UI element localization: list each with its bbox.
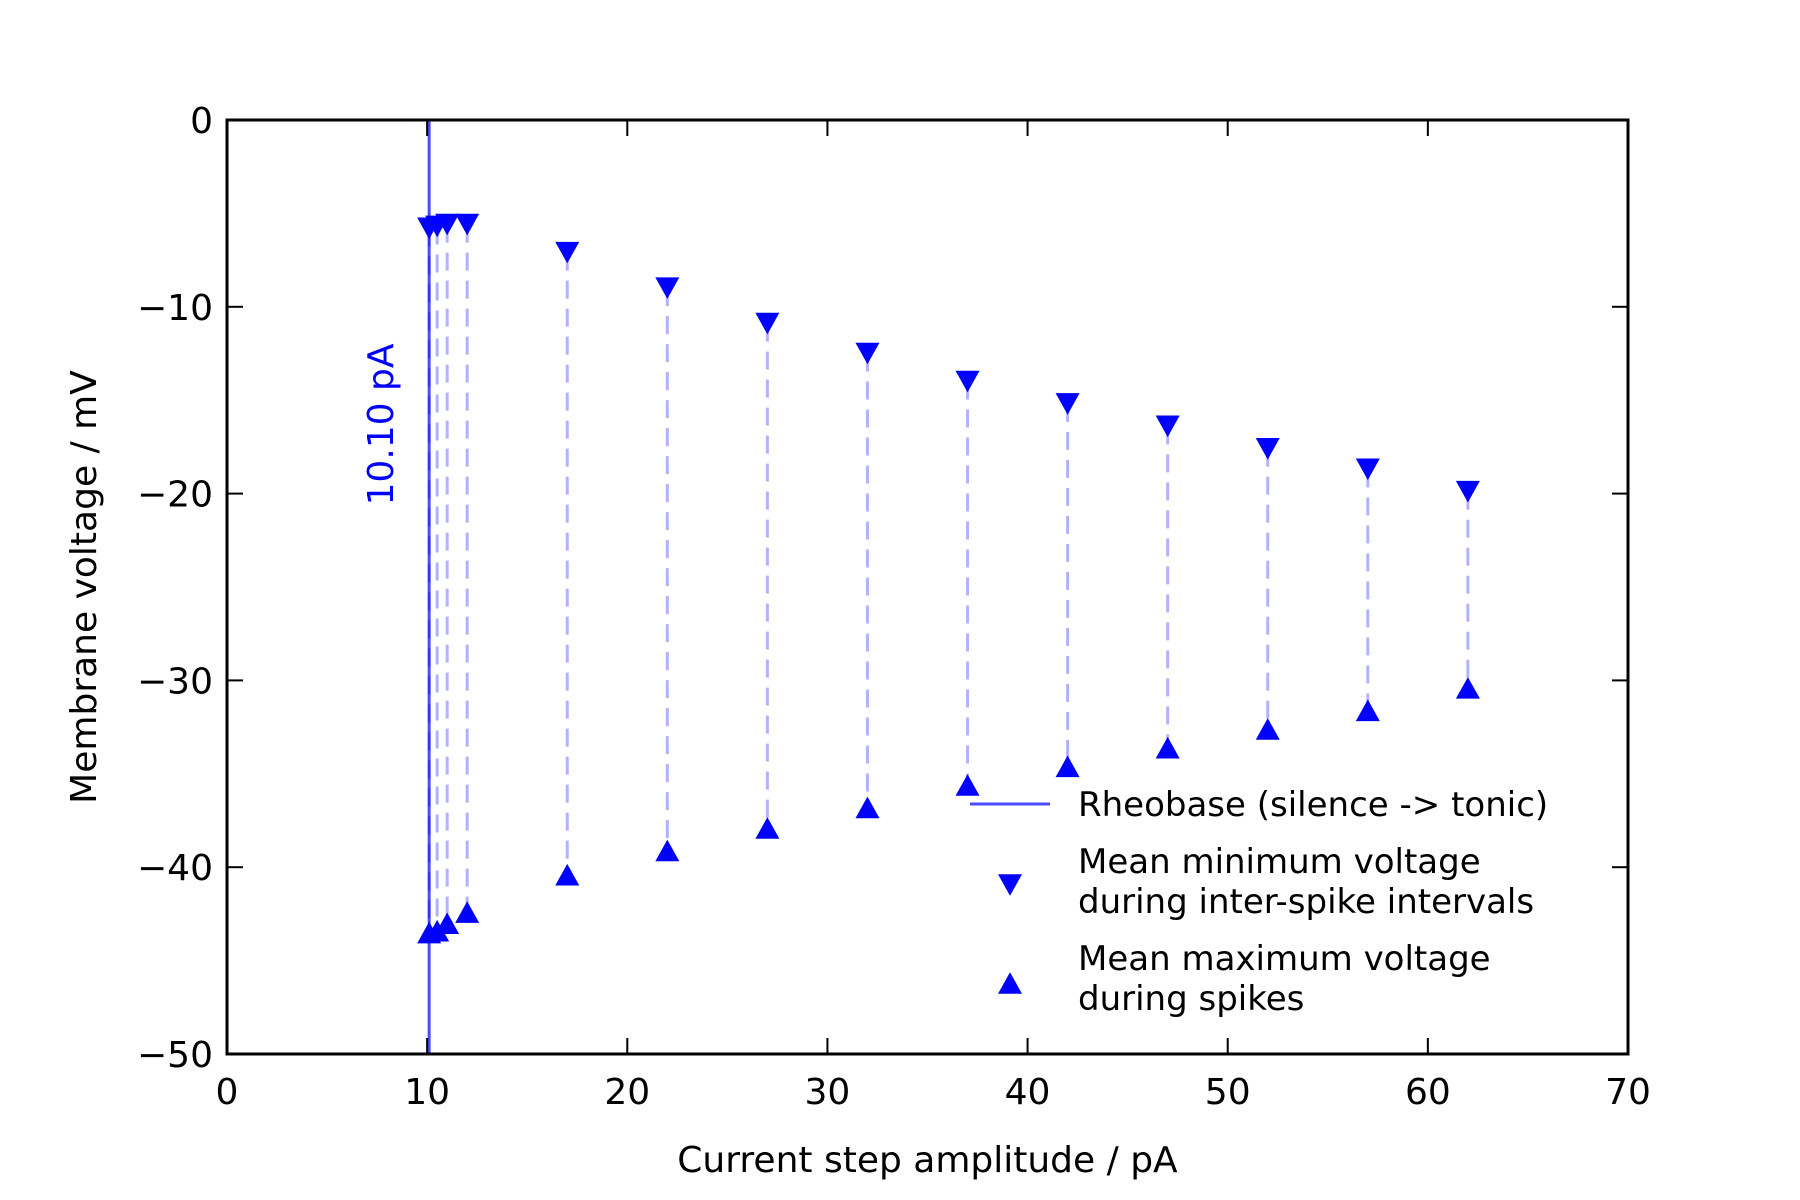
max-voltage-point xyxy=(555,863,580,886)
x-axis-label: Current step amplitude / pA xyxy=(677,1140,1178,1181)
max-voltage-point xyxy=(655,839,680,862)
y-tick-label: 0 xyxy=(190,101,213,142)
max-voltage-point xyxy=(1455,677,1480,699)
plot-frame xyxy=(225,118,1630,1056)
y-tick-label: −50 xyxy=(137,1035,213,1076)
x-tick-label: 50 xyxy=(1205,1072,1251,1113)
markers xyxy=(417,213,1480,944)
legend-min-label: Mean minimum voltage during inter-spike i… xyxy=(1078,842,1534,922)
max-voltage-point xyxy=(755,817,780,839)
max-voltage-point xyxy=(955,774,980,796)
y-axis-label: Membrane voltage / mV xyxy=(64,370,105,804)
x-tick-label: 70 xyxy=(1605,1072,1651,1113)
legend-max-label-line: during spikes xyxy=(1078,979,1304,1019)
legend-rheobase-label: Rheobase (silence -> tonic) xyxy=(1078,785,1548,825)
min-voltage-point xyxy=(1255,437,1280,460)
legend-min-label-line: during inter-spike intervals xyxy=(1078,882,1534,922)
y-tick-label: −10 xyxy=(137,288,213,329)
min-voltage-point xyxy=(755,312,780,335)
legend-min-handle xyxy=(998,874,1022,896)
min-voltage-point xyxy=(1355,458,1380,481)
min-voltage-point xyxy=(1455,480,1480,503)
max-voltage-point xyxy=(435,912,460,935)
rheobase-annotation: 10.10 pA xyxy=(361,343,402,505)
connector-lines xyxy=(427,224,1470,933)
x-tick-label: 60 xyxy=(1405,1072,1451,1113)
min-voltage-point xyxy=(435,213,460,236)
min-voltage-point xyxy=(855,342,880,365)
x-tick-label: 30 xyxy=(805,1072,851,1113)
legend-max-handle xyxy=(998,972,1022,994)
ticks: 0 10 20 30 40 50 60 70 0 −10 −20 −30 −40 −50 xyxy=(137,101,1651,1113)
y-tick-label: −40 xyxy=(137,848,213,889)
min-voltage-point xyxy=(1055,393,1080,415)
min-voltage-point xyxy=(555,241,580,264)
max-voltage-point xyxy=(1255,718,1280,740)
min-voltage-point xyxy=(655,277,680,299)
x-tick-label: 0 xyxy=(216,1072,239,1113)
min-voltage-point xyxy=(455,213,480,236)
x-tick-label: 40 xyxy=(1005,1072,1051,1113)
x-tick-label: 20 xyxy=(604,1072,650,1113)
max-voltage-point xyxy=(855,796,880,819)
y-tick-label: −20 xyxy=(137,475,213,516)
max-voltage-point xyxy=(455,901,480,923)
legend: Rheobase (silence -> tonic) Mean minimum … xyxy=(970,785,1548,1019)
max-voltage-point xyxy=(1155,736,1180,759)
x-tick-label: 10 xyxy=(404,1072,450,1113)
y-tick-label: −30 xyxy=(137,661,213,702)
min-voltage-point xyxy=(1155,415,1180,438)
max-voltage-point xyxy=(1355,699,1380,722)
legend-max-label-line: Mean maximum voltage xyxy=(1078,939,1491,979)
min-voltage-point xyxy=(955,370,980,393)
max-voltage-point xyxy=(1055,755,1080,778)
legend-max-label: Mean maximum voltage during spikes xyxy=(1078,939,1491,1019)
legend-min-label-line: Mean minimum voltage xyxy=(1078,842,1481,882)
